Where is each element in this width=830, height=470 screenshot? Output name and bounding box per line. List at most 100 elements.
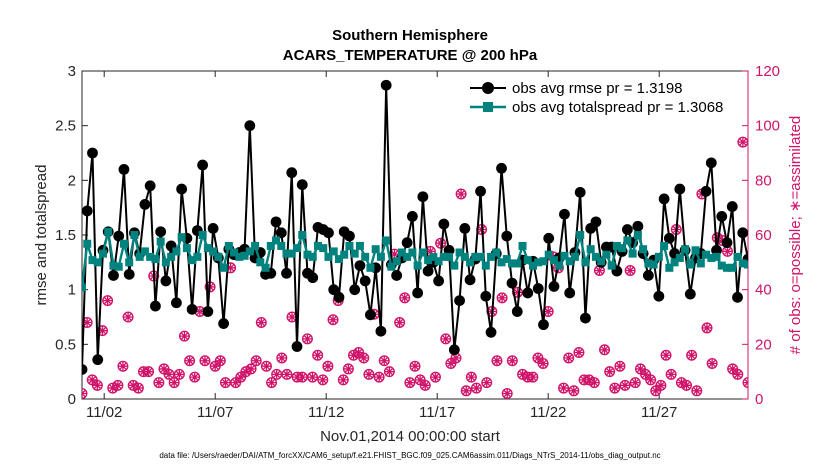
obs-assimilated-marker xyxy=(231,378,241,388)
obs-possible-marker xyxy=(199,355,211,367)
obs-possible-marker xyxy=(312,349,324,361)
totalspread-marker xyxy=(209,247,218,256)
obs-assimilated-marker xyxy=(159,364,169,374)
obs-assimilated-marker xyxy=(133,383,143,393)
obs-possible-marker xyxy=(465,371,477,383)
obs-assimilated-marker xyxy=(528,372,538,382)
totalspread-marker xyxy=(272,236,281,245)
obs-assimilated-marker xyxy=(466,372,476,382)
obs-assimilated-marker xyxy=(646,375,656,385)
totalspread-marker xyxy=(261,263,270,272)
totalspread-marker xyxy=(712,252,721,261)
obs-assimilated-marker xyxy=(364,369,374,379)
totalspread-marker xyxy=(140,247,149,256)
obs-assimilated-marker xyxy=(728,364,738,374)
rmse-marker xyxy=(401,237,413,249)
obs-assimilated-marker xyxy=(261,361,271,371)
rmse-marker xyxy=(684,288,696,300)
rmse-marker xyxy=(113,230,125,242)
totalspread-marker xyxy=(523,256,532,265)
rmse-marker xyxy=(412,287,424,299)
obs-possible-marker xyxy=(470,382,482,394)
legend-rmse-label: obs avg rmse pr = 1.3198 xyxy=(512,80,683,97)
rmse-marker xyxy=(307,272,319,284)
obs-assimilated-marker xyxy=(594,266,604,276)
rmse-marker xyxy=(501,230,513,242)
rmse-marker xyxy=(349,284,361,296)
totalspread-marker xyxy=(528,261,537,270)
rmse-marker xyxy=(354,260,366,272)
obs-possible-marker xyxy=(358,352,370,364)
obs-possible-marker xyxy=(624,265,636,277)
obs-assimilated-marker xyxy=(174,369,184,379)
rmse-marker xyxy=(737,227,748,239)
totalspread-marker xyxy=(607,261,616,270)
obs-assimilated-marker xyxy=(676,378,686,388)
totalspread-marker xyxy=(329,247,338,256)
totalspread-marker xyxy=(460,252,469,261)
obs-assimilated-marker xyxy=(400,293,410,303)
obs-assimilated-marker xyxy=(523,372,533,382)
obs-possible-marker xyxy=(168,377,180,389)
totalspread-marker xyxy=(282,249,291,258)
obs-possible-marker xyxy=(383,366,395,378)
totalspread-marker xyxy=(240,251,249,260)
totalspread-marker xyxy=(649,260,658,269)
obs-assimilated-marker xyxy=(215,356,225,366)
obs-assimilated-marker xyxy=(641,369,651,379)
totalspread-marker xyxy=(93,258,102,267)
obs-possible-marker xyxy=(399,292,411,304)
totalspread-marker xyxy=(156,237,165,246)
totalspread-marker xyxy=(581,258,590,267)
obs-possible-marker xyxy=(189,371,201,383)
y-tick-label-left: 2.5 xyxy=(55,118,76,135)
obs-possible-marker xyxy=(558,382,570,394)
obs-possible-marker xyxy=(266,377,278,389)
totalspread-marker xyxy=(161,258,170,267)
obs-assimilated-marker xyxy=(620,380,630,390)
obs-assimilated-marker xyxy=(600,345,610,355)
totalspread-marker xyxy=(591,252,600,261)
totalspread-marker xyxy=(251,241,260,250)
obs-assimilated-marker xyxy=(282,369,292,379)
rmse-marker xyxy=(448,344,460,356)
y-tick-label-left: 0.5 xyxy=(55,336,76,353)
rmse-marker xyxy=(522,287,534,299)
obs-assimilated-marker xyxy=(702,323,712,333)
totalspread-marker xyxy=(639,245,648,254)
totalspread-marker xyxy=(403,252,412,261)
totalspread-marker xyxy=(502,255,511,264)
totalspread-marker xyxy=(702,250,711,259)
legend: obs avg rmse pr = 1.3198 obs avg totalspr… xyxy=(470,80,723,116)
obs-assimilated-marker xyxy=(441,334,451,344)
totalspread-marker xyxy=(334,255,343,264)
totalspread-marker xyxy=(513,259,522,268)
totalspread-marker xyxy=(576,231,585,239)
rmse-marker xyxy=(176,183,188,195)
rmse-marker xyxy=(170,297,182,309)
totalspread-marker xyxy=(723,263,732,272)
totalspread-marker xyxy=(497,258,506,267)
obs-assimilated-marker xyxy=(589,378,599,388)
obs-assimilated-marker xyxy=(123,312,133,322)
totalspread-marker xyxy=(397,248,406,257)
obs-assimilated-marker xyxy=(328,315,338,325)
rmse-marker xyxy=(139,198,151,210)
rmse-marker xyxy=(328,284,340,296)
y-tick-label-right: 20 xyxy=(755,336,772,353)
rmse-marker xyxy=(653,290,665,302)
rmse-marker xyxy=(454,295,465,306)
obs-possible-marker xyxy=(496,292,508,304)
rmse-marker xyxy=(406,211,418,222)
totalspread-marker xyxy=(387,262,396,271)
obs-possible-marker xyxy=(701,322,713,334)
obs-assimilated-marker xyxy=(625,266,635,276)
totalspread-marker xyxy=(707,253,716,262)
obs-possible-marker xyxy=(276,352,288,364)
obs-possible-marker xyxy=(91,379,103,391)
obs-assimilated-marker xyxy=(267,378,277,388)
rmse-marker xyxy=(123,268,135,280)
obs-assimilated-marker xyxy=(492,356,502,366)
series-group xyxy=(82,79,748,400)
